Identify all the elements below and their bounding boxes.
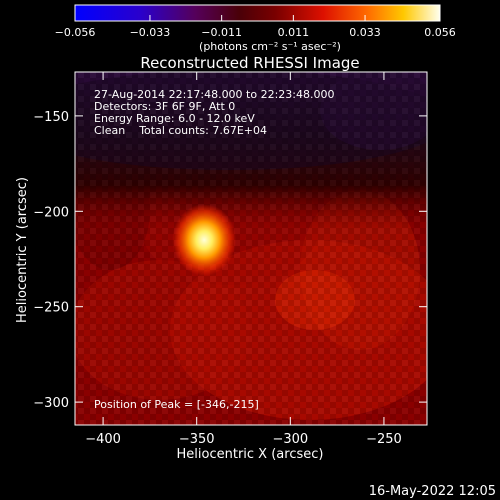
colorbar-tick-label: 0.011: [278, 26, 310, 39]
colorbar-tick-label: 0.033: [349, 26, 381, 39]
y-tick-label: −200: [33, 205, 69, 220]
y-tick-label: −150: [33, 110, 69, 125]
x-tick-label: −300: [272, 432, 308, 447]
heatmap-image: [75, 72, 427, 425]
colorbar-tick-label: −0.011: [201, 26, 242, 39]
plot-frame: [74, 71, 428, 426]
peak-position-label: Position of Peak = [-346,-215]: [94, 398, 259, 411]
y-axis-label: Heliocentric Y (arcsec): [15, 177, 30, 323]
annotation-energy: Energy Range: 6.0 - 12.0 keV: [94, 112, 255, 125]
x-tick-label: −350: [179, 432, 215, 447]
colorbar-tick-label: −0.056: [55, 26, 96, 39]
colorbar-frame: [74, 4, 441, 22]
y-tick-label: −250: [33, 301, 69, 316]
x-tick-label: −400: [85, 432, 121, 447]
colorbar-gradient: [75, 5, 440, 21]
x-tick-label: −250: [366, 432, 402, 447]
y-axis: −300 −250 −200 −150: [33, 110, 427, 411]
x-axis-label: Heliocentric X (arcsec): [177, 447, 324, 462]
annotation-detectors: Detectors: 3F 6F 9F, Att 0: [94, 100, 235, 113]
colorbar-ticks: −0.056 −0.033 −0.011 0.011 0.033 0.056: [55, 15, 456, 39]
colorbar-tick-label: 0.056: [424, 26, 456, 39]
annotation-time-range: 27-Aug-2014 22:17:48.000 to 22:23:48.000: [94, 88, 335, 101]
colorbar-units: (photons cm⁻² s⁻¹ asec⁻²): [199, 40, 341, 53]
annotation-block: 27-Aug-2014 22:17:48.000 to 22:23:48.000…: [94, 88, 335, 137]
y-tick-label: −300: [33, 396, 69, 411]
colorbar-tick-label: −0.033: [130, 26, 171, 39]
annotation-clean-counts: Clean Total counts: 7.67E+04: [94, 124, 267, 137]
footer-timestamp: 16-May-2022 12:05: [369, 484, 496, 499]
peak-source: [172, 203, 237, 276]
chart-title: Reconstructed RHESSI Image: [140, 54, 359, 72]
x-axis: −400 −350 −300 −250: [85, 72, 402, 447]
